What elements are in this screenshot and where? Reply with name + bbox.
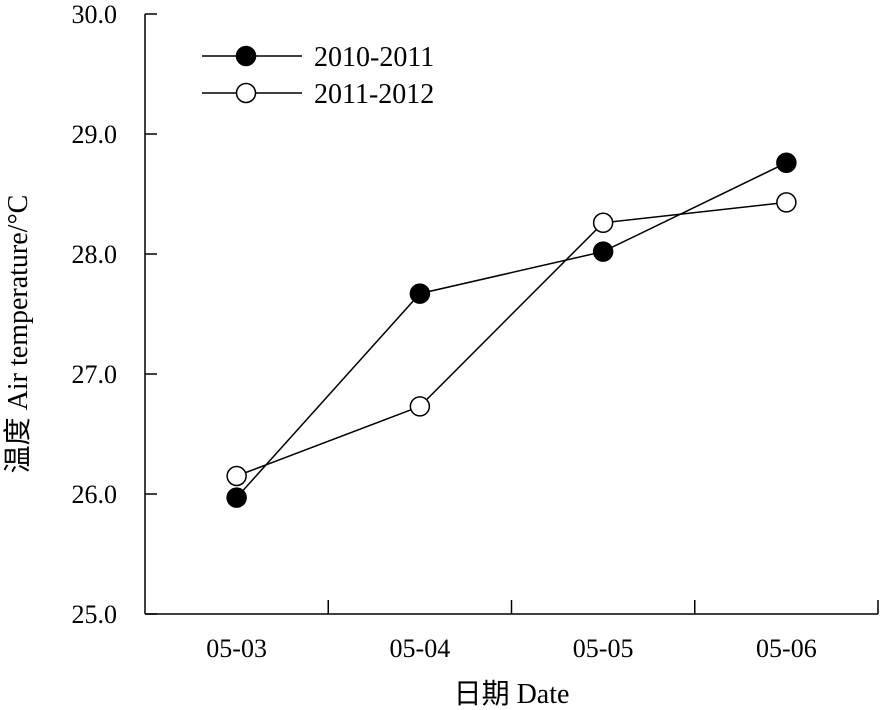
x-ticks: 05-03 05-04 05-05 05-06 [206, 600, 879, 663]
data-point-2010-2011 [776, 152, 797, 174]
y-tick-label: 30.0 [72, 0, 118, 29]
y-tick-label: 27.0 [72, 360, 118, 389]
series-layer [226, 152, 797, 508]
legend: 2010-2011 2011-2012 [202, 42, 434, 110]
y-axis-title: 温度 Air temperature/°C [2, 195, 34, 474]
data-point-2010-2011 [226, 487, 247, 508]
x-tick-label: 05-05 [573, 634, 634, 663]
legend-marker [235, 82, 257, 104]
x-tick-label: 05-03 [206, 634, 267, 663]
series-line-2010-2011 [236, 162, 787, 499]
series-line-2011-2012 [236, 201, 787, 477]
legend-label: 2011-2012 [314, 79, 434, 110]
data-point-2011-2012 [776, 192, 797, 213]
data-point-2010-2011 [409, 283, 431, 304]
y-tick-label: 29.0 [72, 120, 118, 149]
data-point-2010-2011 [592, 241, 614, 262]
y-tick-label: 28.0 [72, 240, 118, 269]
y-ticks: 25.0 26.0 27.0 28.0 29.0 30.0 [72, 0, 157, 629]
data-point-2011-2012 [226, 465, 247, 487]
legend-marker [235, 45, 257, 67]
data-point-2011-2012 [592, 212, 614, 234]
x-tick-label: 05-06 [756, 634, 817, 663]
y-tick-label: 26.0 [72, 480, 118, 509]
x-tick-label: 05-04 [390, 634, 451, 663]
x-axis-title: 日期 Date [454, 679, 570, 710]
data-point-2011-2012 [409, 396, 431, 417]
y-tick-label: 25.0 [72, 600, 118, 629]
legend-label: 2010-2011 [314, 42, 434, 73]
